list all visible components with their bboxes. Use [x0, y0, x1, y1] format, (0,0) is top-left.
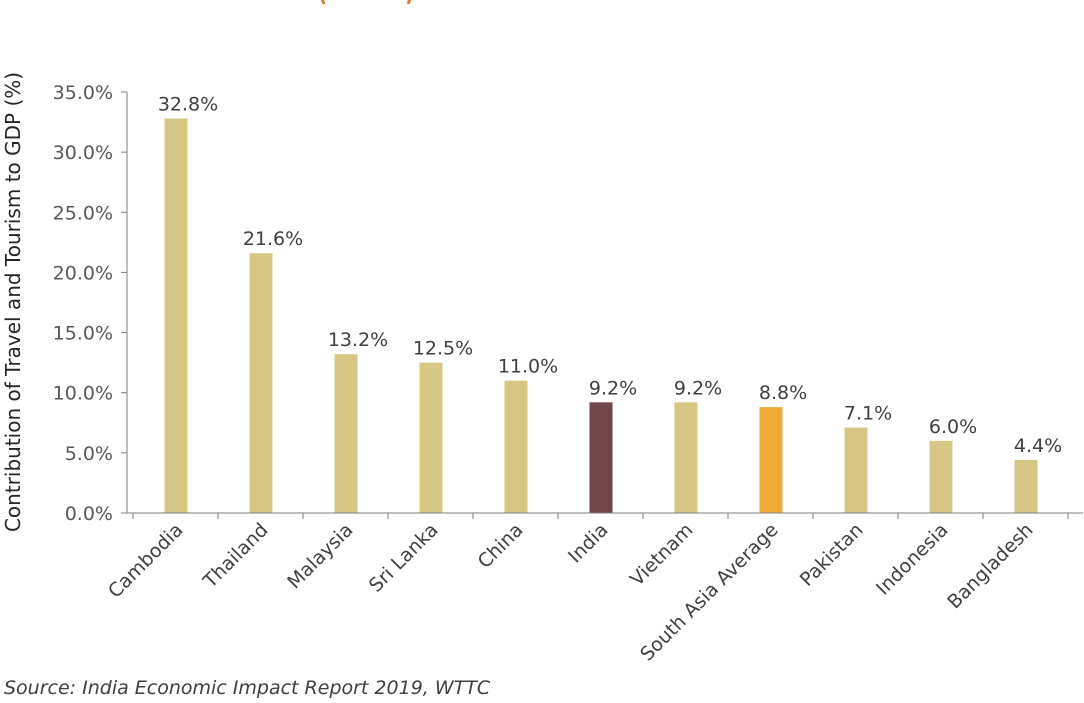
y-axis-title: Contribution of Travel and Tourism to GD… [1, 72, 25, 532]
x-axis [127, 512, 1083, 519]
bar-south-asia-average [759, 407, 783, 513]
bar-china [504, 380, 528, 513]
x-tick-label: South Asia Average [636, 519, 782, 665]
bar-cambodia [164, 118, 188, 513]
bar-indonesia [929, 440, 953, 513]
x-tick-label: India [564, 519, 613, 568]
data-label: 6.0% [929, 416, 977, 438]
bar-pakistan [844, 427, 868, 513]
data-label: 9.2% [674, 377, 722, 399]
bars [164, 118, 1038, 513]
data-label: 21.6% [243, 228, 303, 250]
data-label: 9.2% [589, 377, 637, 399]
bar-sri-lanka [419, 362, 443, 513]
data-label: 8.8% [759, 382, 807, 404]
bar-thailand [249, 253, 273, 513]
bar-malaysia [334, 354, 358, 513]
y-axis-title-group: Contribution of Travel and Tourism to GD… [1, 72, 25, 532]
x-tick-label: Vietnam [626, 519, 698, 591]
data-label: 11.0% [498, 356, 558, 378]
bar-india [589, 402, 613, 513]
y-tick-label: 10.0% [53, 383, 113, 405]
x-tick-label: Pakistan [796, 519, 868, 591]
bar-chart: Contribution of Travel and Tourism to GD… [1, 72, 1083, 665]
x-tick-label: Sri Lanka [365, 519, 443, 597]
y-tick-label: 25.0% [53, 202, 113, 224]
y-tick-label: 30.0% [53, 142, 113, 164]
data-label: 12.5% [413, 338, 473, 360]
x-tick-label: China [474, 519, 528, 573]
bar-bangladesh [1014, 460, 1038, 513]
bar-vietnam [674, 402, 698, 513]
data-label: 13.2% [328, 329, 388, 351]
data-label: 4.4% [1014, 435, 1062, 457]
x-tick-label: Bangladesh [943, 519, 1037, 613]
data-label: 32.8% [158, 93, 218, 115]
y-tick-label: 0.0% [65, 503, 113, 525]
x-tick-label: Malaysia [283, 519, 357, 593]
x-tick-label: Thailand [199, 519, 273, 593]
y-tick-label: 35.0% [53, 82, 113, 104]
y-tick-label: 20.0% [53, 262, 113, 284]
y-axis: 0.0% 5.0% 10.0% 15.0% 20.0% 25.0% 30.0% 35.0% [53, 82, 128, 525]
title-fragment [318, 0, 414, 4]
data-labels: 32.8% 21.6% 13.2% 12.5% 11.0% 9.2% 9.2% 8.8% 7.1… [158, 93, 1062, 457]
y-tick-label: 5.0% [65, 443, 113, 465]
x-tick-label: Cambodia [104, 519, 188, 603]
y-tick-label: 15.0% [53, 323, 113, 345]
source-note: Source: India Economic Impact Report 201… [4, 677, 491, 699]
data-label: 7.1% [844, 403, 892, 425]
x-tick-labels: Cambodia Thailand Malaysia Sri Lanka China In… [104, 519, 1038, 665]
x-tick-label: Indonesia [872, 519, 953, 600]
